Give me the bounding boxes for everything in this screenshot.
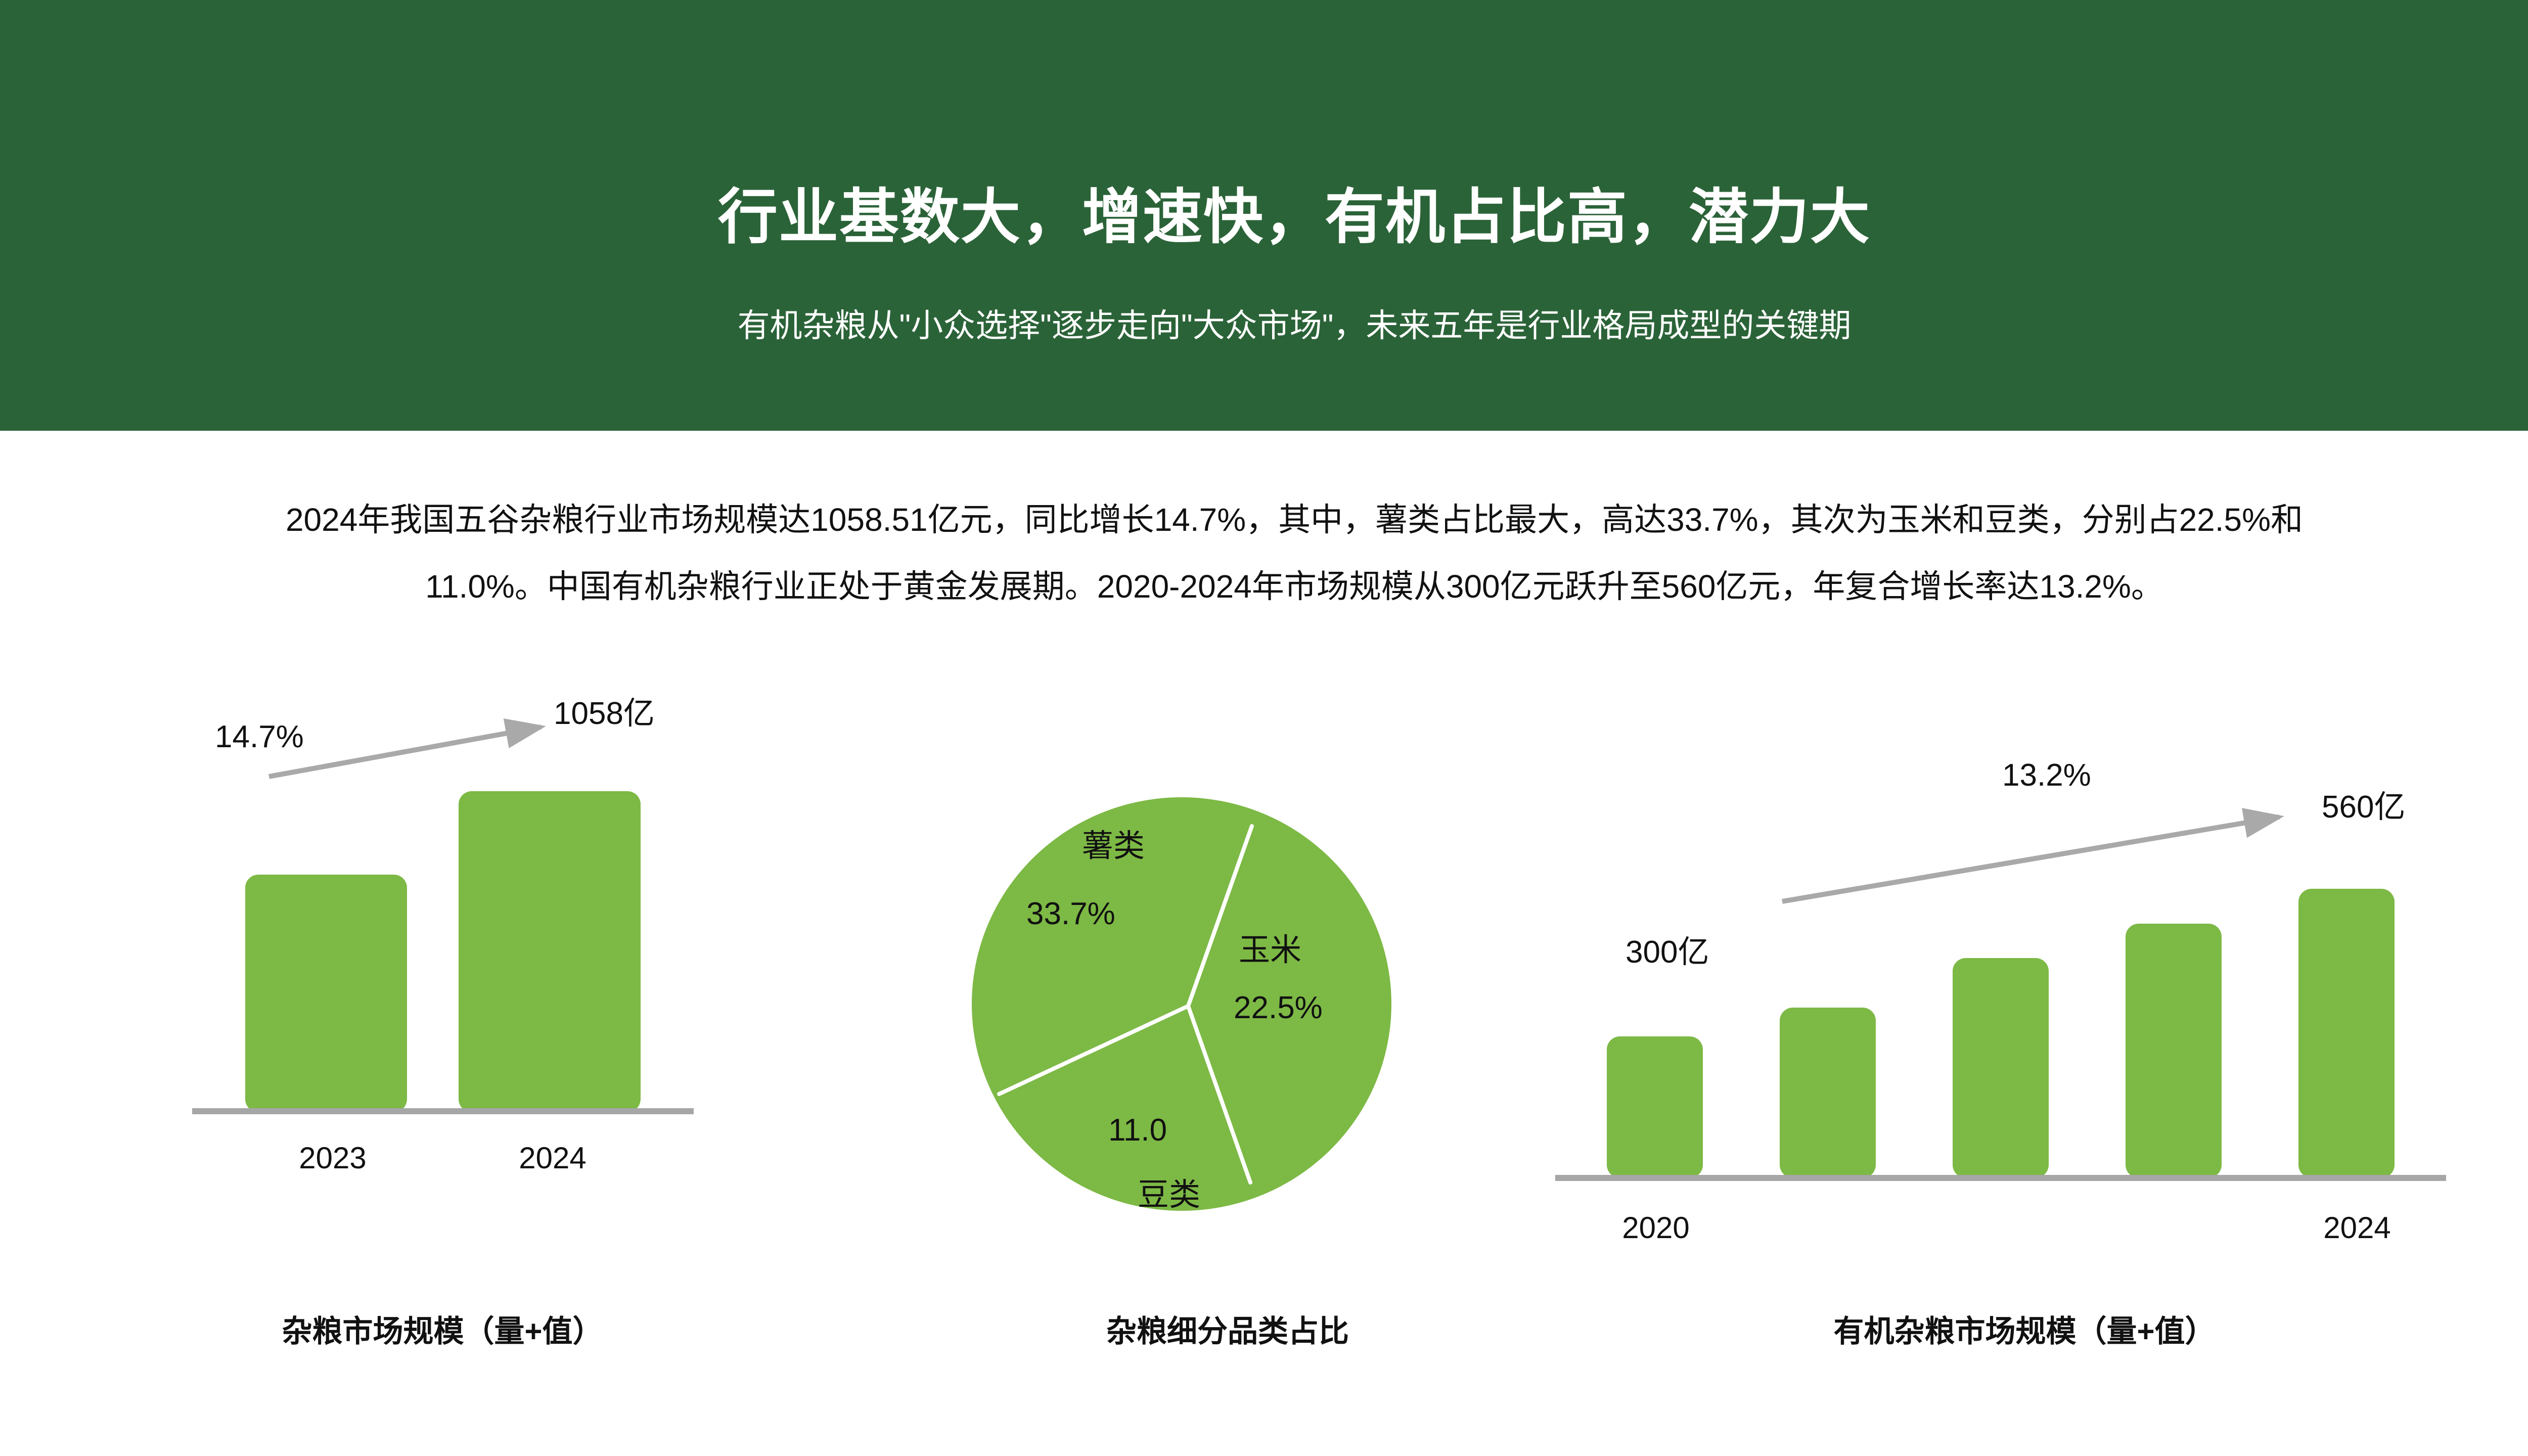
pie-label-shulei: 薯类 (1082, 829, 1145, 863)
pie-value-shulei: 33.7% (1026, 896, 1115, 931)
bar (1780, 1008, 1876, 1178)
left-chart-tick-2023: 2023 (299, 1141, 367, 1175)
intro-line-1: 2024年我国五谷杂粮行业市场规模达1058.51亿元，同比增长14.7%，其中… (285, 502, 2304, 538)
pie-chart-caption: 杂粮细分品类占比 (1106, 1314, 1349, 1348)
pie-divider-lines (997, 824, 1254, 1185)
page-subtitle: 有机杂粮从"小众选择"逐步走向"大众市场"，未来五年是行业格局成型的关键期 (737, 307, 1852, 344)
right-chart-start-value-label: 300亿 (1626, 935, 1709, 970)
right-chart-cagr-label: 13.2% (2002, 758, 2091, 793)
bar (1607, 1036, 1703, 1178)
left-chart-tick-2024: 2024 (519, 1141, 586, 1175)
right-chart-end-value-label: 560亿 (2322, 790, 2406, 825)
right-bar-plot (1555, 885, 2446, 1178)
left-bar-plot (192, 779, 694, 1112)
pie-chart (972, 797, 1391, 1211)
page-title: 行业基数大，增速快，有机占比高，潜力大 (717, 184, 1871, 251)
right-chart-tick-2024: 2024 (2323, 1211, 2391, 1245)
bar (2126, 924, 2222, 1178)
left-chart-end-value-label: 1058亿 (554, 696, 655, 731)
pie-label-yumi: 玉米 (1239, 933, 1302, 968)
right-chart-axis (1555, 1175, 2446, 1181)
header-banner: 行业基数大，增速快，有机占比高，潜力大 有机杂粮从"小众选择"逐步走向"大众市场… (0, 0, 2528, 431)
pie-body (972, 797, 1391, 1211)
bar (1953, 958, 2049, 1178)
pie-value-doulei: 11.0 (1108, 1113, 1167, 1148)
left-chart-axis (192, 1108, 694, 1114)
bar (2298, 889, 2395, 1178)
left-trend-arrow-icon (268, 718, 546, 779)
right-chart-tick-2020: 2020 (1622, 1211, 1690, 1245)
pie-label-doulei: 豆类 (1138, 1177, 1201, 1212)
bar (245, 875, 407, 1112)
right-chart-caption: 有机杂粮市场规模（量+值） (1833, 1314, 2216, 1348)
pie-value-yumi: 22.5% (1234, 990, 1323, 1025)
left-chart-caption: 杂粮市场规模（量+值） (282, 1314, 603, 1348)
intro-line-2: 11.0%。中国有机杂粮行业正处于黄金发展期。2020-2024年市场规模从30… (425, 568, 2163, 605)
left-chart-growth-label: 14.7% (215, 719, 304, 754)
right-trend-arrow-icon (1782, 808, 2284, 904)
bar (459, 791, 641, 1112)
intro-paragraph: 2024年我国五谷杂粮行业市场规模达1058.51亿元，同比增长14.7%，其中… (0, 486, 2528, 620)
